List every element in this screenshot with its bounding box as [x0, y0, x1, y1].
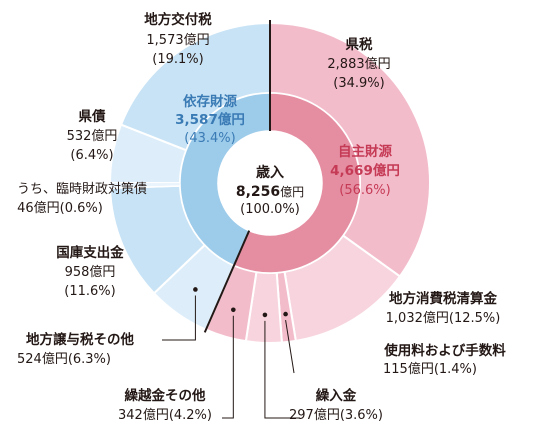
slice-label-joyozei-name: 地方譲与税その他 [26, 331, 134, 348]
center-amount-number: 8,256 [236, 184, 280, 200]
group-label-dependent-name: 依存財源 [183, 93, 237, 110]
slice-label-kurinyu-name: 繰入金 [316, 387, 357, 404]
group-label-independent-percent: (56.6%) [339, 183, 390, 198]
slice-label-shiyoryo-amount: 115億円(1.4%) [383, 361, 477, 377]
sub-item-amount: 46億円(0.6%) [17, 200, 103, 216]
center-amount-unit: 億円 [280, 185, 304, 199]
leader-dot-3 [193, 287, 198, 292]
group-label-independent-name: 自主財源 [338, 143, 392, 160]
slice-label-shohizei-amount: 1,032億円(12.5%) [386, 310, 501, 326]
group-label-independent-amount: 4,669億円 [330, 162, 400, 179]
leader-dot-2 [231, 307, 236, 313]
slice-label-kokko-name: 国庫支出金 [56, 244, 124, 261]
slice-label-kurinyu-amount: 297億円(3.6%) [289, 407, 383, 423]
leader-line-3 [162, 295, 196, 341]
center-amount: 8,256億円 [236, 184, 304, 200]
sub-item-label: うち、臨時財政対策債 [17, 181, 147, 197]
leader-lines [162, 287, 300, 419]
slice-label-kenzei-amount: 2,883億円 [327, 56, 390, 72]
slice-label-kurikoshi-amount: 342億円(4.2%) [118, 407, 212, 423]
slice-label-kofuzei-percent: (19.1%) [152, 52, 203, 67]
center-percent: (100.0%) [240, 202, 300, 217]
slice-label-kenzei-name: 県税 [346, 36, 373, 53]
leader-dot-1 [262, 312, 268, 318]
slice-label-kokko-amount: 958億円 [65, 264, 116, 280]
group-divider-lines [203, 20, 271, 333]
group-label-dependent-percent: (43.4%) [184, 131, 235, 146]
slice-label-kensai-amount: 532億円 [67, 128, 118, 144]
leader-dot-0 [283, 311, 288, 317]
slice-label-kurikoshi-name: 繰越金その他 [125, 387, 206, 404]
group-divider-1 [203, 230, 251, 333]
slice-label-kofuzei-amount: 1,573億円 [146, 32, 209, 48]
center-title: 歳入 [256, 164, 284, 181]
slice-label-shohizei-name: 地方消費税清算金 [389, 290, 497, 307]
slice-label-kensai-name: 県債 [79, 108, 106, 125]
slice-label-kokko-percent: (11.6%) [64, 284, 115, 299]
slice-label-kenzei-percent: (34.9%) [333, 76, 384, 91]
slice-label-kensai-percent: (6.4%) [70, 148, 113, 163]
sub-item-arc [109, 181, 181, 189]
sub-item-arc-group [109, 181, 181, 189]
slice-label-shiyoryo-name: 使用料および手数料 [383, 342, 506, 359]
outer-ring [109, 21, 431, 344]
slice-label-joyozei-amount: 524億円(6.3%) [17, 351, 111, 367]
group-label-dependent-amount: 3,587億円 [175, 111, 245, 128]
leader-line-1 [264, 320, 300, 419]
slice-label-kofuzei-name: 地方交付税 [144, 11, 212, 28]
center-hole [218, 131, 322, 235]
group-ring-0 [232, 92, 361, 274]
leader-line-2 [222, 315, 234, 419]
leader-line-0 [285, 319, 295, 374]
